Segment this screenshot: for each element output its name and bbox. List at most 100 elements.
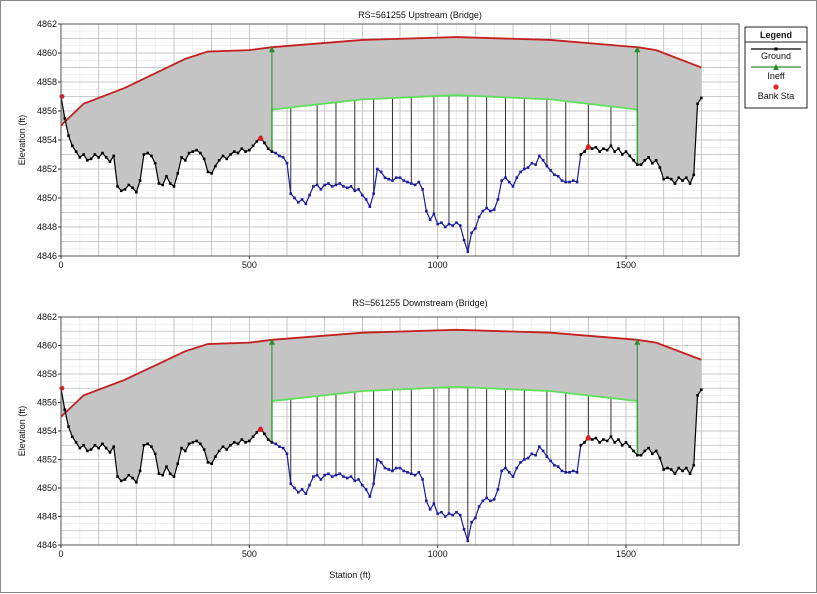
- ineffective-marker: [268, 338, 275, 345]
- ground-point: [195, 148, 198, 152]
- ground-point: [432, 502, 436, 505]
- ground-point: [440, 510, 443, 514]
- ground-point: [251, 435, 255, 438]
- ground-point: [112, 154, 116, 158]
- ground-point: [244, 441, 247, 444]
- ground-point: [692, 173, 696, 177]
- chart-title: RS=561255 Upstream (Bridge): [358, 10, 482, 20]
- ground-point: [281, 446, 285, 450]
- ground-point: [451, 513, 455, 517]
- ground-point: [511, 185, 515, 188]
- ineffective-marker: [268, 46, 275, 53]
- ground-point: [74, 441, 78, 444]
- ground-point: [485, 496, 488, 500]
- ground-point: [345, 186, 349, 190]
- ground-point: [323, 183, 326, 187]
- ground-point: [398, 176, 402, 179]
- ineffective-marker: [634, 46, 641, 53]
- ground-point: [67, 425, 70, 429]
- bank-station-point: [258, 426, 264, 433]
- ground-point: [312, 185, 315, 188]
- ground-point: [541, 159, 545, 162]
- ground-point: [658, 166, 662, 169]
- ground-point: [172, 185, 176, 188]
- ground-point: [308, 483, 311, 487]
- ground-point: [270, 150, 274, 153]
- ground-point: [526, 456, 530, 460]
- ground-point: [361, 483, 364, 487]
- ground-point: [180, 156, 183, 159]
- ground-point: [199, 151, 202, 155]
- ground-point: [602, 438, 605, 441]
- ground-point: [428, 218, 432, 222]
- ground-point: [394, 466, 398, 470]
- ground-point: [632, 449, 635, 453]
- ground-point: [86, 159, 89, 162]
- ground-point: [153, 161, 157, 165]
- ground-point: [364, 198, 368, 201]
- ground-point: [654, 449, 658, 453]
- ground-point: [643, 159, 647, 162]
- ground-point: [440, 221, 443, 224]
- x-tick-label: 1000: [428, 549, 448, 559]
- ground-point: [345, 476, 349, 480]
- ground-point: [443, 515, 447, 518]
- chart-panel-1: 4846 4848 4850 4852 4854 4856 4858 4860 4862 0 500…: [17, 10, 740, 270]
- ground-point: [413, 183, 417, 187]
- ground-point: [466, 250, 470, 253]
- ground-point: [221, 445, 225, 448]
- ground-point: [376, 167, 379, 171]
- ground-point: [210, 462, 213, 466]
- ground-point: [89, 448, 93, 451]
- ground-point: [677, 466, 681, 470]
- ground-point: [232, 150, 236, 153]
- x-tick-label: 1500: [616, 260, 636, 270]
- ground-point: [123, 478, 127, 481]
- ground-point: [63, 408, 67, 411]
- ground-point: [462, 528, 466, 531]
- ground-point: [402, 179, 406, 182]
- ground-point: [353, 189, 357, 193]
- ground-point: [127, 473, 131, 477]
- ground-point: [628, 445, 632, 448]
- bridge-deck-fill: [61, 329, 702, 483]
- ground-point: [643, 449, 647, 453]
- ground-point: [481, 499, 485, 503]
- ground-point: [402, 469, 406, 473]
- ground-point: [168, 472, 172, 476]
- ground-point: [93, 443, 97, 447]
- ground-point: [684, 176, 688, 179]
- ground-point: [669, 468, 673, 471]
- legend-ground-label: Ground: [761, 51, 791, 61]
- ground-point: [605, 148, 609, 152]
- y-tick-label: 4850: [37, 193, 57, 203]
- ground-point: [654, 159, 658, 162]
- ground-point: [594, 436, 598, 440]
- ground-point: [443, 225, 447, 229]
- ground-point: [530, 452, 534, 456]
- ground-point: [489, 209, 492, 213]
- ground-point: [138, 179, 142, 182]
- ground-point: [71, 435, 74, 438]
- ground-point: [647, 446, 650, 450]
- chart-title: RS=561255 Downstream (Bridge): [352, 298, 487, 308]
- ground-point: [135, 190, 138, 194]
- ground-point: [451, 224, 455, 227]
- y-tick-label: 4858: [37, 77, 57, 87]
- ground-point: [342, 475, 345, 478]
- y-tick-label: 4848: [37, 512, 57, 522]
- ground-point: [523, 458, 526, 461]
- ground-point: [319, 188, 323, 191]
- ground-point: [410, 472, 413, 476]
- ground-point: [692, 463, 696, 467]
- ground-point: [232, 441, 236, 444]
- ground-point: [368, 205, 372, 208]
- ground-point: [263, 432, 266, 436]
- ground-point: [413, 473, 417, 477]
- x-tick-label: 0: [58, 260, 63, 270]
- ground-point: [270, 441, 274, 444]
- ground-point: [636, 163, 639, 166]
- ground-point: [632, 159, 635, 162]
- ground-point: [624, 441, 628, 444]
- ground-point: [63, 116, 67, 120]
